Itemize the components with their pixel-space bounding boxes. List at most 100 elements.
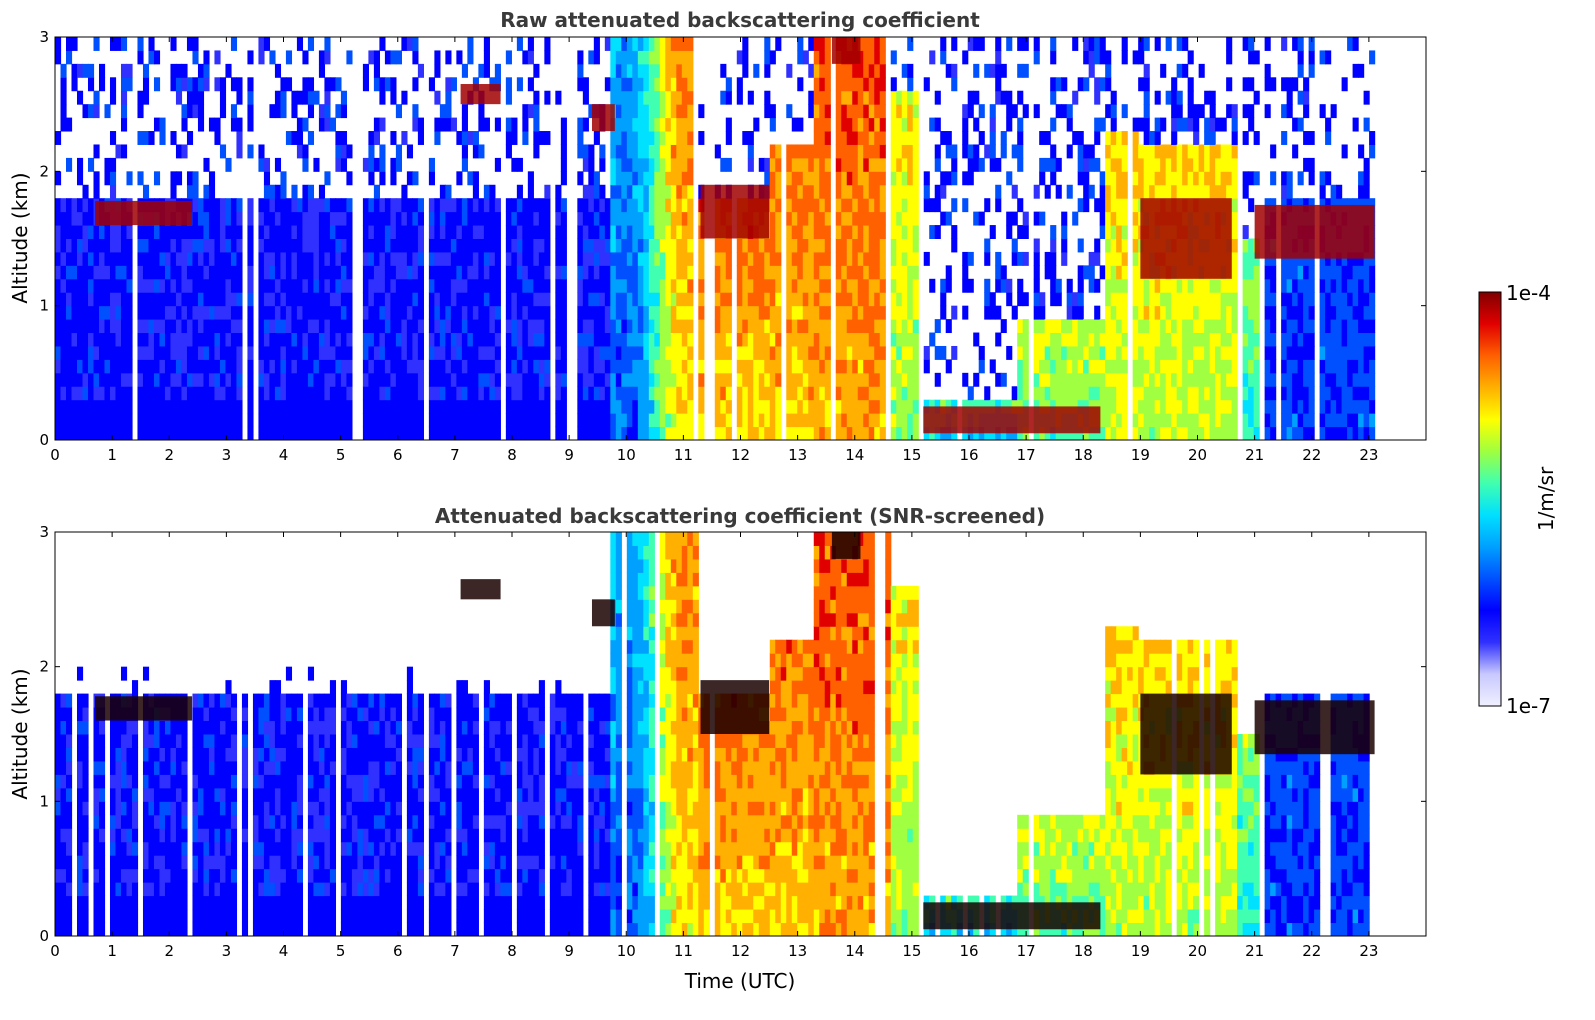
heatmap-cell [604, 305, 611, 320]
heatmap-cell [637, 359, 644, 374]
heatmap-cell [626, 198, 633, 213]
heatmap-cell [412, 278, 419, 293]
heatmap-cell [868, 104, 875, 119]
heatmap-cell [489, 225, 496, 239]
heatmap-cell [896, 238, 903, 253]
heatmap-cell [819, 131, 826, 145]
heatmap-cell [1215, 332, 1222, 347]
heatmap-cell [307, 198, 315, 213]
heatmap-cell [522, 278, 529, 293]
heatmap-cell [742, 359, 749, 374]
heatmap-cell [912, 278, 919, 293]
heatmap-cell [186, 345, 194, 360]
heatmap-cell [329, 319, 337, 334]
heatmap-cell [1110, 198, 1117, 213]
heatmap-cell [538, 359, 545, 374]
heatmap-cell [659, 292, 666, 307]
heatmap-cell [175, 238, 183, 253]
heatmap-cell [698, 238, 705, 253]
heatmap-cell [824, 211, 831, 226]
heatmap-cell [175, 251, 183, 266]
heatmap-cell [1006, 225, 1013, 239]
heatmap-cell [769, 372, 776, 387]
heatmap-cell [406, 345, 413, 360]
heatmap-cell [472, 399, 479, 414]
heatmap-cell [109, 413, 117, 428]
heatmap-cell [60, 278, 67, 293]
heatmap-cell [1116, 372, 1123, 387]
heatmap-cell [907, 305, 914, 320]
heatmap-cell [681, 238, 688, 253]
heatmap-cell [989, 292, 996, 307]
heatmap-cell [1292, 117, 1299, 132]
heatmap-cell [66, 345, 73, 360]
heatmap-cell [214, 211, 221, 226]
heatmap-cell [560, 198, 567, 213]
heatmap-cell [736, 332, 743, 347]
heatmap-cell [467, 292, 474, 307]
heatmap-cell [346, 50, 353, 65]
heatmap-cell [373, 332, 380, 347]
heatmap-cell [670, 292, 677, 307]
heatmap-cell [1154, 144, 1161, 159]
heatmap-cell [1011, 305, 1018, 320]
heatmap-cell [648, 50, 655, 65]
heatmap-cell [225, 278, 232, 293]
heatmap-cell [1242, 305, 1249, 320]
heatmap-cell [340, 292, 348, 307]
heatmap-cell [610, 292, 617, 307]
heatmap-cell [643, 278, 650, 293]
heatmap-cell [1099, 37, 1106, 51]
heatmap-cell [637, 386, 644, 401]
heatmap-cell [472, 345, 479, 360]
heatmap-cell [247, 305, 254, 320]
heatmap-cell [538, 278, 545, 293]
heatmap-cell [1187, 77, 1194, 92]
cloud-layer [460, 84, 501, 105]
heatmap-cell [1094, 131, 1101, 145]
heatmap-cell [1105, 251, 1112, 266]
heatmap-cell [340, 198, 348, 213]
heatmap-cell [1297, 399, 1304, 414]
heatmap-cell [489, 278, 496, 293]
heatmap-cell [1352, 345, 1359, 360]
screened-heatmap [55, 532, 1375, 937]
heatmap-cell [1341, 251, 1348, 266]
heatmap-cell [643, 37, 650, 51]
heatmap-cell [791, 305, 798, 320]
heatmap-cell [582, 292, 589, 307]
heatmap-cell [373, 399, 380, 414]
heatmap-cell [1083, 345, 1090, 360]
heatmap-cell [208, 372, 216, 387]
heatmap-cell [560, 225, 567, 239]
x-tick-label: 5 [336, 446, 346, 464]
heatmap-cell [291, 184, 298, 199]
heatmap-cell [120, 251, 128, 266]
heatmap-cell [302, 278, 309, 293]
heatmap-cell [577, 319, 584, 334]
heatmap-cell [434, 345, 441, 360]
heatmap-cell [60, 225, 67, 239]
heatmap-cell [483, 345, 490, 360]
heatmap-cell [1154, 90, 1161, 105]
heatmap-cell [962, 265, 969, 280]
heatmap-cell [324, 319, 331, 334]
heatmap-cell [989, 144, 996, 159]
heatmap-cell [318, 386, 326, 401]
heatmap-cell [1215, 305, 1222, 320]
heatmap-cell [280, 345, 287, 360]
heatmap-cell [687, 211, 694, 226]
heatmap-cell [219, 225, 227, 239]
heatmap-cell [1138, 157, 1145, 172]
heatmap-cell [1226, 359, 1233, 374]
heatmap-cell [659, 90, 666, 105]
heatmap-cell [236, 131, 243, 145]
heatmap-cell [340, 225, 348, 239]
heatmap-cell [153, 238, 161, 253]
heatmap-cell [225, 372, 232, 387]
heatmap-cell [445, 225, 452, 239]
heatmap-cell [1231, 292, 1238, 307]
heatmap-cell [428, 413, 435, 428]
heatmap-cell [456, 292, 463, 307]
heatmap-cell [1105, 104, 1112, 119]
